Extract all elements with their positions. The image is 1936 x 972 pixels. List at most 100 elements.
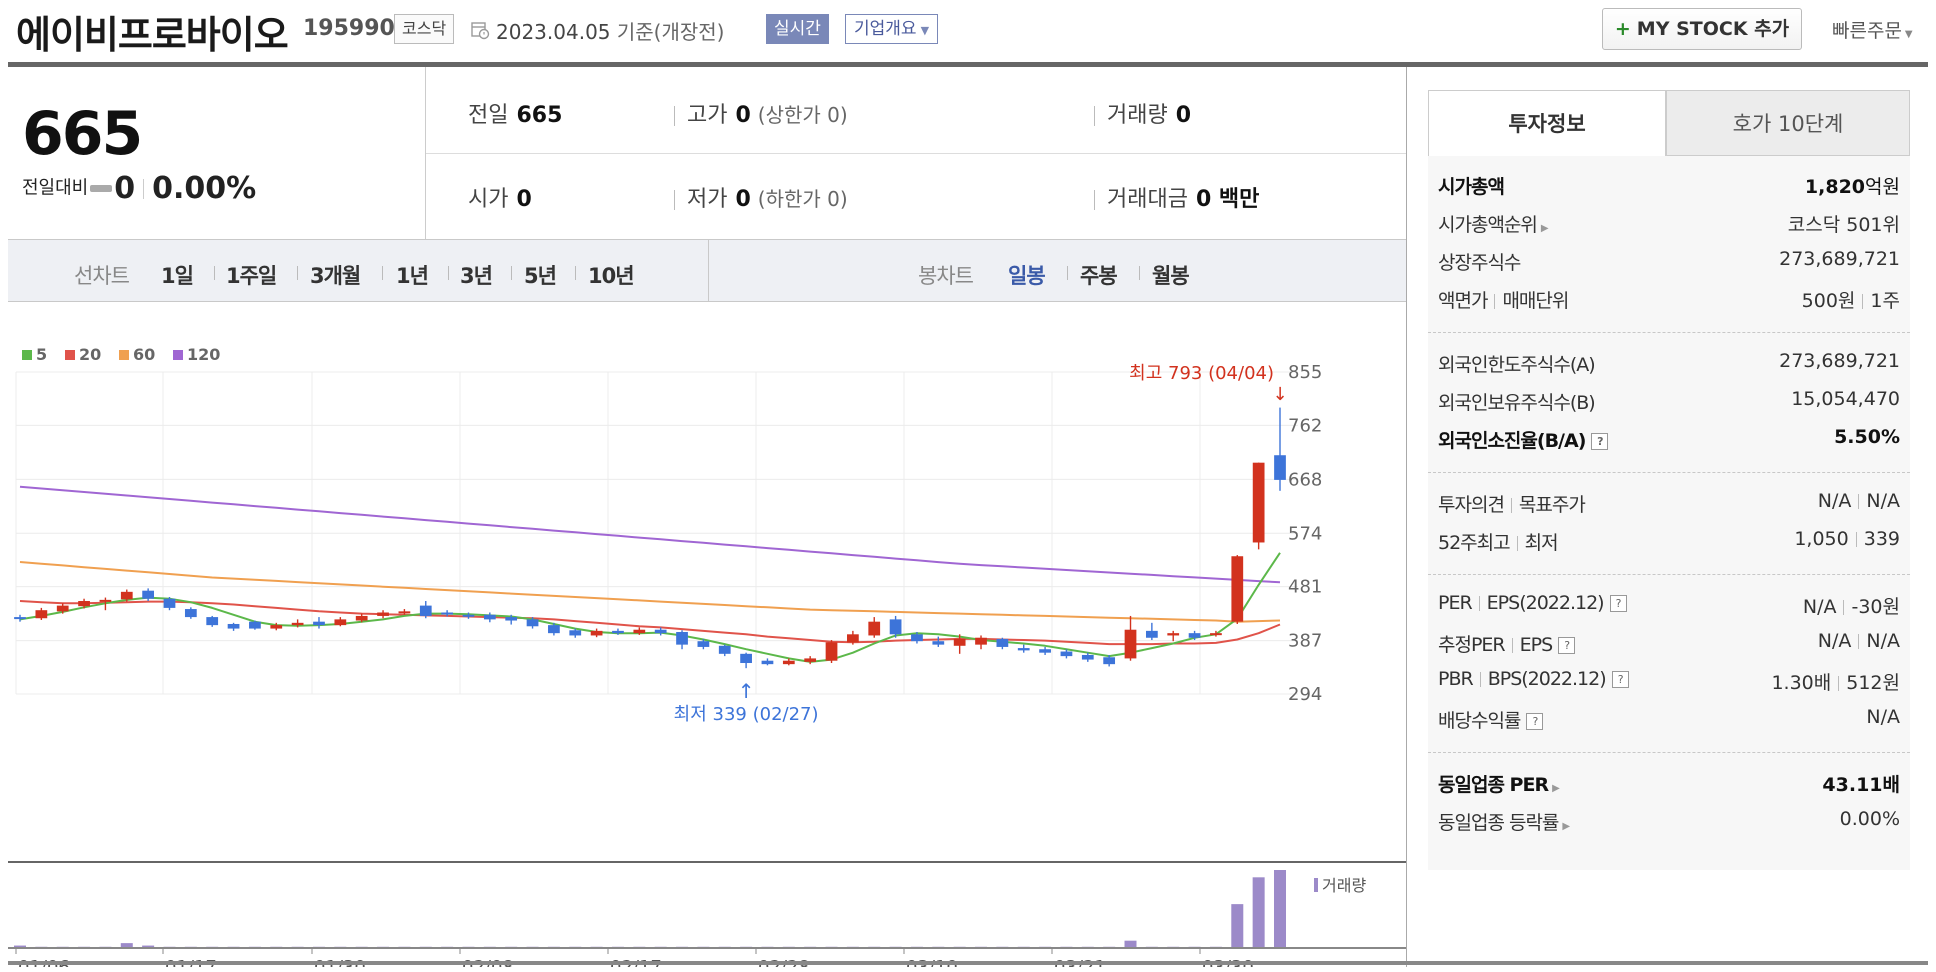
ma20-line	[19, 600, 1281, 646]
bottom-divider	[8, 961, 1928, 965]
price-chart[interactable]: 5 20 60 120 855 762 668 574 481 387 294 최고 793 (04/…	[8, 302, 1406, 967]
candle-body	[1145, 630, 1158, 638]
separator	[1479, 672, 1481, 687]
company-info-label: 기업개요	[854, 19, 917, 39]
separator	[1838, 676, 1840, 691]
prev-close-value: 665	[516, 103, 563, 128]
tab-orderbook[interactable]: 호가 10단계	[1666, 90, 1910, 156]
candle-body	[291, 622, 304, 626]
separator	[1478, 596, 1480, 611]
candle-body	[889, 619, 902, 635]
info-row-sector-change[interactable]: 동일업종 등락률 ▶ 0.00%	[1438, 808, 1900, 838]
y-tick-label: 762	[1288, 415, 1322, 436]
prev-close-label: 전일	[468, 103, 509, 128]
period-3y[interactable]: 3년	[460, 264, 493, 288]
candle-body	[419, 605, 432, 616]
price-change-row: 전일대비 0 0.00%	[22, 171, 256, 206]
help-icon[interactable]: ?	[1609, 595, 1627, 612]
candle-body	[847, 634, 859, 643]
eps-text: EPS(2022.12)	[1486, 592, 1605, 614]
separator	[1494, 294, 1496, 309]
candle-body	[1017, 648, 1030, 651]
legend-swatch-ma5	[22, 350, 32, 360]
foreign-hold-label: 외국인보유주식수(B)	[1438, 392, 1596, 414]
bps-text: BPS(2022.12)	[1487, 668, 1607, 690]
day-low-label: 저가	[687, 187, 728, 212]
period-10y[interactable]: 10년	[588, 264, 635, 288]
y-tick-label: 668	[1288, 469, 1322, 490]
realtime-button[interactable]: 실시간	[766, 14, 829, 44]
info-row-pbr: PBR BPS(2022.12)? 1.30배 512원	[1438, 668, 1900, 698]
quick-order-dropdown[interactable]: 빠른주문 ▼	[1832, 16, 1913, 43]
chart-toolbar: 선차트 1일 1주일 3개월 1년 3년 5년 10년 봉차트 일봉 주봉 월봉	[8, 239, 1406, 302]
legend-label-ma60: 60	[133, 345, 155, 364]
separator	[214, 266, 215, 280]
candle-body	[206, 617, 219, 626]
candle-body	[825, 642, 838, 661]
section-divider	[1428, 574, 1910, 575]
help-icon[interactable]: ?	[1558, 637, 1576, 654]
stock-code: 195990	[303, 16, 395, 41]
add-my-stock-button[interactable]: + MY STOCK 추가	[1602, 8, 1802, 50]
market-cap-value: 1,820억원	[1805, 172, 1900, 199]
separator	[382, 266, 383, 280]
candle-body	[1060, 651, 1073, 657]
y-tick-label: 481	[1288, 577, 1322, 598]
info-row-foreign-ratio: 외국인소진율(B/A)? 5.50%	[1438, 426, 1900, 456]
candle-body	[249, 621, 261, 629]
opinion-label: 투자의견 목표주가	[1438, 490, 1586, 517]
section-divider	[1428, 332, 1910, 333]
info-row-market-cap: 시가총액 1,820억원	[1438, 172, 1900, 202]
info-row-sector-per[interactable]: 동일업종 PER ▶ 43.11배	[1438, 770, 1900, 800]
period-5y[interactable]: 5년	[524, 264, 557, 288]
separator	[1855, 532, 1857, 547]
period-1y[interactable]: 1년	[396, 264, 429, 288]
market-cap-label: 시가총액	[1438, 176, 1505, 198]
candle-body	[654, 629, 667, 634]
per-label: PER EPS(2022.12)?	[1438, 592, 1627, 614]
help-icon[interactable]: ?	[1611, 671, 1629, 688]
current-price: 665	[22, 99, 143, 169]
est-per-value: N/A N/A	[1818, 630, 1900, 652]
help-icon[interactable]: ?	[1526, 713, 1544, 730]
volume: 거래량 0	[1094, 97, 1191, 129]
sector-per-value: 43.11배	[1822, 774, 1900, 796]
period-1d[interactable]: 1일	[161, 264, 194, 288]
day-low-value: 0	[735, 187, 751, 212]
candle-body	[1188, 633, 1201, 638]
volume-bar	[142, 945, 155, 948]
foreign-limit-label: 외국인한도주식수(A)	[1438, 354, 1596, 376]
tab-invest-info[interactable]: 투자정보	[1428, 90, 1666, 156]
date-suffix: 기준(개장전)	[616, 20, 725, 44]
candle-body	[184, 609, 197, 618]
info-row-cap-rank[interactable]: 시가총액순위 ▶ 코스닥 501위	[1438, 210, 1900, 240]
legend-swatch-ma120	[173, 350, 183, 360]
candle-weekly[interactable]: 주봉	[1080, 264, 1118, 288]
y-tick-label: 855	[1288, 362, 1322, 383]
add-my-stock-label: MY STOCK 추가	[1636, 18, 1790, 40]
period-3m[interactable]: 3개월	[310, 264, 361, 288]
est-per-value-text: N/A	[1817, 630, 1852, 652]
calendar-clock-icon	[471, 22, 490, 40]
company-info-dropdown[interactable]: 기업개요 ▼	[845, 14, 939, 44]
sector-change-label: 동일업종 등락률 ▶	[1438, 808, 1570, 835]
price-summary: 665 전일대비 0 0.00%	[8, 67, 426, 239]
par-value: 500원	[1801, 290, 1856, 312]
separator	[511, 266, 512, 280]
info-tabs: 투자정보 호가 10단계	[1428, 90, 1910, 156]
candle-body	[633, 629, 646, 634]
chevron-right-icon: ▶	[1540, 223, 1549, 234]
candle-body	[78, 601, 90, 607]
price-chart-svg[interactable]: 5 20 60 120 855 762 668 574 481 387 294 최고 793 (04/…	[8, 302, 1406, 967]
chevron-right-icon: ▶	[1562, 821, 1570, 832]
toolbar-divider	[708, 240, 709, 301]
period-1w[interactable]: 1주일	[226, 264, 277, 288]
y-tick-label: 574	[1288, 523, 1322, 544]
volume-bar	[1124, 940, 1137, 948]
ma120-line	[19, 485, 1281, 584]
candle-daily[interactable]: 일봉	[1008, 264, 1046, 288]
candle-monthly[interactable]: 월봉	[1152, 264, 1190, 288]
help-icon[interactable]: ?	[1591, 433, 1609, 450]
52w-low-label: 최저	[1524, 532, 1559, 554]
info-row-opinion: 투자의견 목표주가 N/A N/A	[1438, 490, 1900, 520]
